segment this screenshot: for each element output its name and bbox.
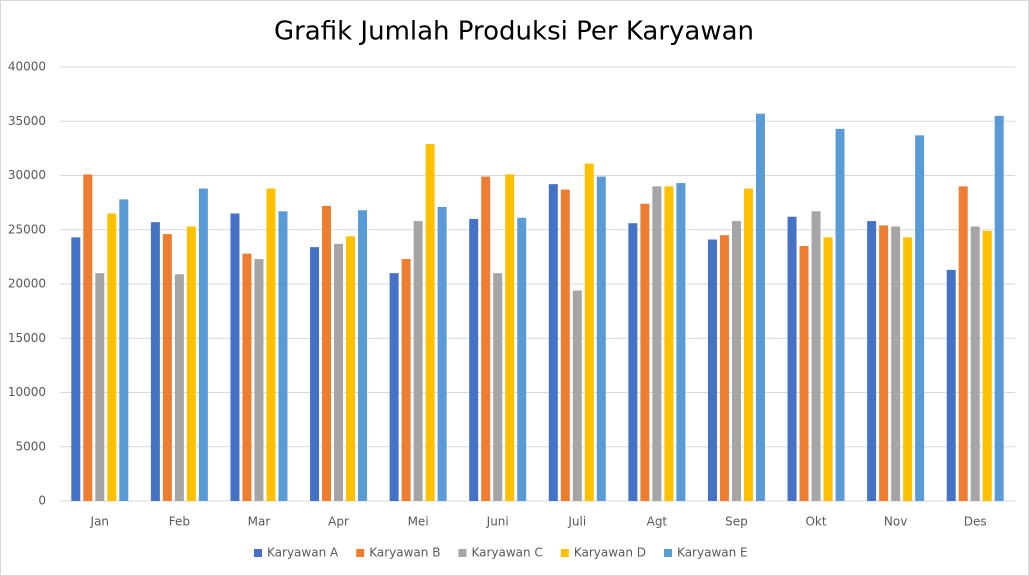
bar	[596, 176, 606, 501]
bar	[346, 236, 356, 501]
bar	[731, 221, 741, 501]
bar	[743, 188, 753, 501]
legend-label: Karyawan E	[677, 546, 748, 560]
bar	[150, 222, 160, 501]
x-tick-label: Juni	[486, 515, 509, 529]
bar	[719, 235, 729, 502]
legend-swatch	[664, 549, 673, 557]
bar	[83, 174, 93, 502]
bar	[266, 188, 276, 501]
bar	[517, 217, 527, 501]
bar	[230, 213, 240, 501]
bar	[469, 218, 479, 501]
bar	[707, 239, 717, 501]
bar	[186, 226, 196, 501]
bar	[903, 237, 913, 501]
bar	[389, 273, 399, 501]
bar	[107, 213, 117, 501]
x-tick-label: Agt	[647, 515, 668, 529]
x-tick-label: Mar	[248, 515, 271, 529]
bar	[481, 176, 491, 501]
bar	[867, 221, 877, 501]
bar	[994, 115, 1004, 501]
x-tick-label: Des	[964, 515, 987, 529]
bar	[310, 247, 320, 501]
bar	[95, 273, 105, 501]
bar	[322, 205, 332, 501]
bar	[676, 183, 686, 501]
bar	[982, 230, 992, 501]
bar	[946, 269, 956, 501]
bar	[401, 259, 411, 501]
legend-label: Karyawan B	[369, 546, 440, 560]
bar	[628, 223, 638, 502]
x-tick-label: Jan	[90, 515, 110, 529]
legend-swatch	[356, 549, 365, 557]
bar	[755, 113, 765, 501]
x-tick-label: Mei	[408, 515, 429, 529]
x-tick-label: Nov	[884, 515, 907, 529]
y-tick-label: 5000	[15, 439, 46, 453]
y-tick-label: 20000	[8, 277, 46, 291]
bar	[958, 186, 968, 501]
bar	[119, 199, 129, 501]
bar	[162, 234, 172, 501]
x-tick-label: Okt	[805, 515, 826, 529]
bar	[548, 184, 558, 501]
bar	[652, 186, 662, 501]
bar	[334, 243, 344, 502]
bar	[560, 189, 570, 502]
bar	[835, 128, 845, 501]
bar	[254, 259, 264, 501]
legend-swatch	[560, 549, 569, 557]
y-tick-label: 15000	[8, 331, 46, 345]
y-tick-label: 0	[38, 494, 46, 508]
legend-label: Karyawan D	[574, 546, 646, 560]
bar	[242, 253, 252, 501]
bar	[493, 273, 503, 501]
bar	[174, 274, 184, 501]
x-tick-label: Sep	[725, 515, 748, 529]
bar	[664, 186, 674, 501]
x-tick-label: Juli	[567, 515, 586, 529]
bar	[915, 135, 925, 502]
y-tick-label: 25000	[8, 222, 46, 236]
bar	[358, 210, 368, 501]
x-tick-label: Apr	[328, 515, 349, 529]
bar	[584, 163, 594, 501]
bar	[425, 144, 435, 501]
legend-swatch	[458, 549, 467, 557]
bar	[278, 211, 288, 501]
y-tick-label: 40000	[8, 60, 46, 74]
bar	[198, 188, 208, 501]
bar	[505, 174, 515, 502]
bar	[879, 225, 889, 501]
chart-title: Grafik Jumlah Produksi Per Karyawan	[274, 17, 754, 47]
legend-swatch	[254, 549, 262, 557]
y-tick-label: 10000	[8, 385, 46, 399]
bar	[891, 226, 901, 501]
bar	[640, 203, 650, 501]
y-tick-label: 30000	[8, 168, 46, 182]
bar	[787, 216, 797, 502]
bar	[413, 221, 423, 501]
bar	[811, 211, 821, 501]
bar	[970, 226, 980, 501]
bar	[437, 206, 447, 501]
x-tick-label: Feb	[169, 515, 190, 529]
bar	[71, 237, 81, 501]
bar	[799, 246, 809, 501]
legend-label: Karyawan A	[267, 546, 339, 560]
legend-label: Karyawan C	[471, 546, 542, 560]
bar	[572, 290, 582, 501]
y-tick-label: 35000	[8, 114, 46, 128]
bar	[823, 237, 833, 501]
